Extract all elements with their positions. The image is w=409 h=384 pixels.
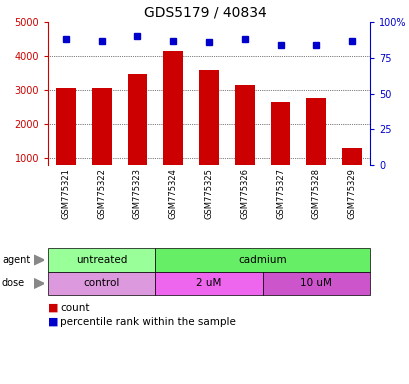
Text: cadmium: cadmium [238, 255, 286, 265]
Text: dose: dose [2, 278, 25, 288]
Bar [127, 74, 147, 165]
Text: ■: ■ [48, 317, 58, 327]
Bar [270, 103, 290, 165]
Text: 2 uM: 2 uM [196, 278, 221, 288]
Polygon shape [34, 279, 44, 288]
Text: percentile rank within the sample: percentile rank within the sample [60, 317, 235, 327]
Text: 10 uM: 10 uM [300, 278, 331, 288]
Bar [234, 84, 254, 165]
Text: agent: agent [2, 255, 30, 265]
Bar [306, 98, 326, 165]
Text: GDS5179 / 40834: GDS5179 / 40834 [143, 5, 266, 19]
Bar [342, 148, 361, 165]
Text: ■: ■ [48, 303, 58, 313]
Text: untreated: untreated [76, 255, 127, 265]
Bar [199, 70, 218, 165]
Bar [163, 51, 182, 165]
Bar [92, 88, 111, 165]
Bar [56, 88, 76, 165]
Text: count: count [60, 303, 89, 313]
Text: control: control [83, 278, 119, 288]
Polygon shape [34, 255, 44, 265]
